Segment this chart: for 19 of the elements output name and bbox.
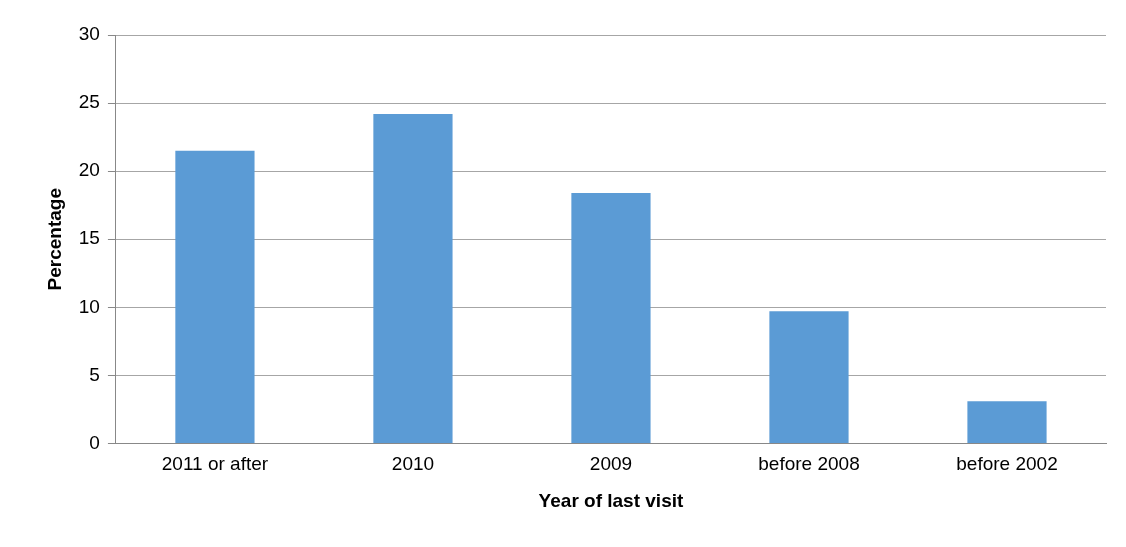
x-tick-label: 2009	[589, 453, 633, 475]
x-tick-label: before 2002	[956, 453, 1058, 475]
x-tick-label: before 2008	[758, 453, 860, 475]
y-tick-label: 0	[89, 431, 100, 453]
y-tick-label: 30	[78, 23, 100, 45]
y-tick-label: 15	[78, 227, 100, 249]
bar	[769, 311, 849, 443]
y-tick-label: 10	[78, 295, 100, 317]
bar	[175, 150, 255, 443]
y-axis-title: Percentage	[43, 187, 65, 291]
bar	[967, 401, 1047, 443]
y-tick-label: 5	[89, 363, 100, 385]
bar	[571, 192, 651, 443]
bar	[373, 113, 453, 443]
x-tick-label: 2011 or after	[161, 453, 269, 475]
x-axis-title: Year of last visit	[538, 489, 684, 511]
x-tick-label: 2010	[391, 453, 435, 475]
y-tick-label: 20	[78, 159, 100, 181]
y-tick-label: 25	[78, 91, 100, 113]
